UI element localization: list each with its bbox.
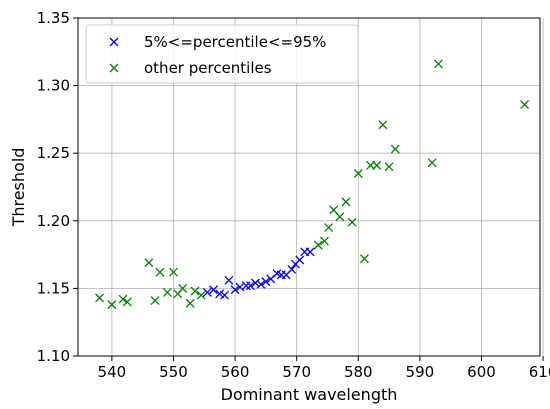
- plot-frame: [77, 17, 541, 357]
- data-point-inner-percentiles: [215, 289, 225, 299]
- data-point-inner-percentiles: [230, 285, 240, 295]
- y-tick-label: 1.15: [37, 279, 70, 297]
- x-tick-label: 590: [406, 363, 435, 381]
- legend-marker-inner-percentiles: [109, 37, 119, 47]
- data-point-other-percentiles: [372, 160, 382, 170]
- data-point-inner-percentiles: [224, 275, 234, 285]
- data-point-other-percentiles: [122, 297, 132, 307]
- data-point-other-percentiles: [190, 286, 200, 296]
- data-point-other-percentiles: [107, 300, 117, 310]
- data-point-inner-percentiles: [287, 265, 297, 274]
- x-tick-label: 600: [467, 363, 496, 381]
- data-point-inner-percentiles: [250, 278, 260, 288]
- legend-box: [85, 24, 359, 84]
- y-axis-label: Threshold: [9, 148, 28, 228]
- x-tick-label: 540: [98, 363, 127, 381]
- y-tick-label: 1.25: [37, 144, 70, 162]
- data-point-inner-percentiles: [246, 281, 255, 291]
- x-tick-label: 550: [159, 363, 188, 381]
- axis-ticks: 540 550 560 570 580 590 600 610 1.10 1.15 1.20 1.25…: [37, 9, 550, 381]
- data-point-other-percentiles: [155, 267, 165, 277]
- data-point-other-percentiles: [433, 59, 443, 69]
- data-point-other-percentiles: [150, 296, 160, 306]
- legend-label-inner-percentiles: 5%<=percentile<=95%: [144, 33, 326, 51]
- data-point-other-percentiles: [313, 240, 323, 250]
- data-point-other-percentiles: [359, 254, 369, 264]
- x-tick-label: 610: [529, 363, 550, 381]
- y-tick-label: 1.10: [37, 347, 70, 365]
- data-point-other-percentiles: [178, 283, 188, 293]
- data-point-inner-percentiles: [209, 285, 218, 295]
- data-point-other-percentiles: [347, 217, 357, 227]
- data-point-inner-percentiles: [305, 247, 315, 257]
- data-point-other-percentiles: [390, 144, 400, 154]
- legend-marker-other-percentiles: [109, 63, 119, 73]
- data-point-other-percentiles: [95, 293, 105, 303]
- data-point-inner-percentiles: [202, 287, 212, 297]
- data-points: [95, 59, 530, 310]
- data-point-other-percentiles: [378, 120, 388, 130]
- data-point-other-percentiles: [319, 236, 329, 246]
- legend-label-other-percentiles: other percentiles: [144, 59, 272, 77]
- data-point-other-percentiles: [144, 258, 154, 268]
- data-point-inner-percentiles: [295, 255, 305, 265]
- data-point-other-percentiles: [169, 267, 178, 277]
- data-point-inner-percentiles: [256, 279, 266, 289]
- data-point-other-percentiles: [427, 158, 437, 168]
- data-point-other-percentiles: [353, 169, 363, 178]
- data-point-other-percentiles: [118, 294, 128, 304]
- data-point-other-percentiles: [324, 223, 334, 233]
- x-tick-label: 580: [344, 363, 373, 381]
- y-tick-label: 1.20: [37, 212, 70, 230]
- legend: 5%<=percentile<=95% other percentiles: [85, 24, 359, 84]
- data-point-inner-percentiles: [241, 281, 251, 291]
- data-point-other-percentiles: [341, 197, 351, 207]
- y-tick-label: 1.30: [37, 77, 70, 95]
- data-point-other-percentiles: [384, 162, 394, 172]
- y-tick-label: 1.35: [37, 9, 70, 27]
- data-point-inner-percentiles: [220, 290, 230, 300]
- data-point-other-percentiles: [520, 100, 530, 109]
- data-point-inner-percentiles: [261, 277, 271, 287]
- data-point-other-percentiles: [185, 298, 195, 308]
- data-point-other-percentiles: [196, 290, 206, 300]
- data-point-other-percentiles: [335, 212, 345, 222]
- x-axis-label: Dominant wavelength: [221, 385, 398, 404]
- x-tick-label: 570: [282, 363, 311, 381]
- x-tick-label: 560: [221, 363, 250, 381]
- data-point-other-percentiles: [162, 287, 172, 297]
